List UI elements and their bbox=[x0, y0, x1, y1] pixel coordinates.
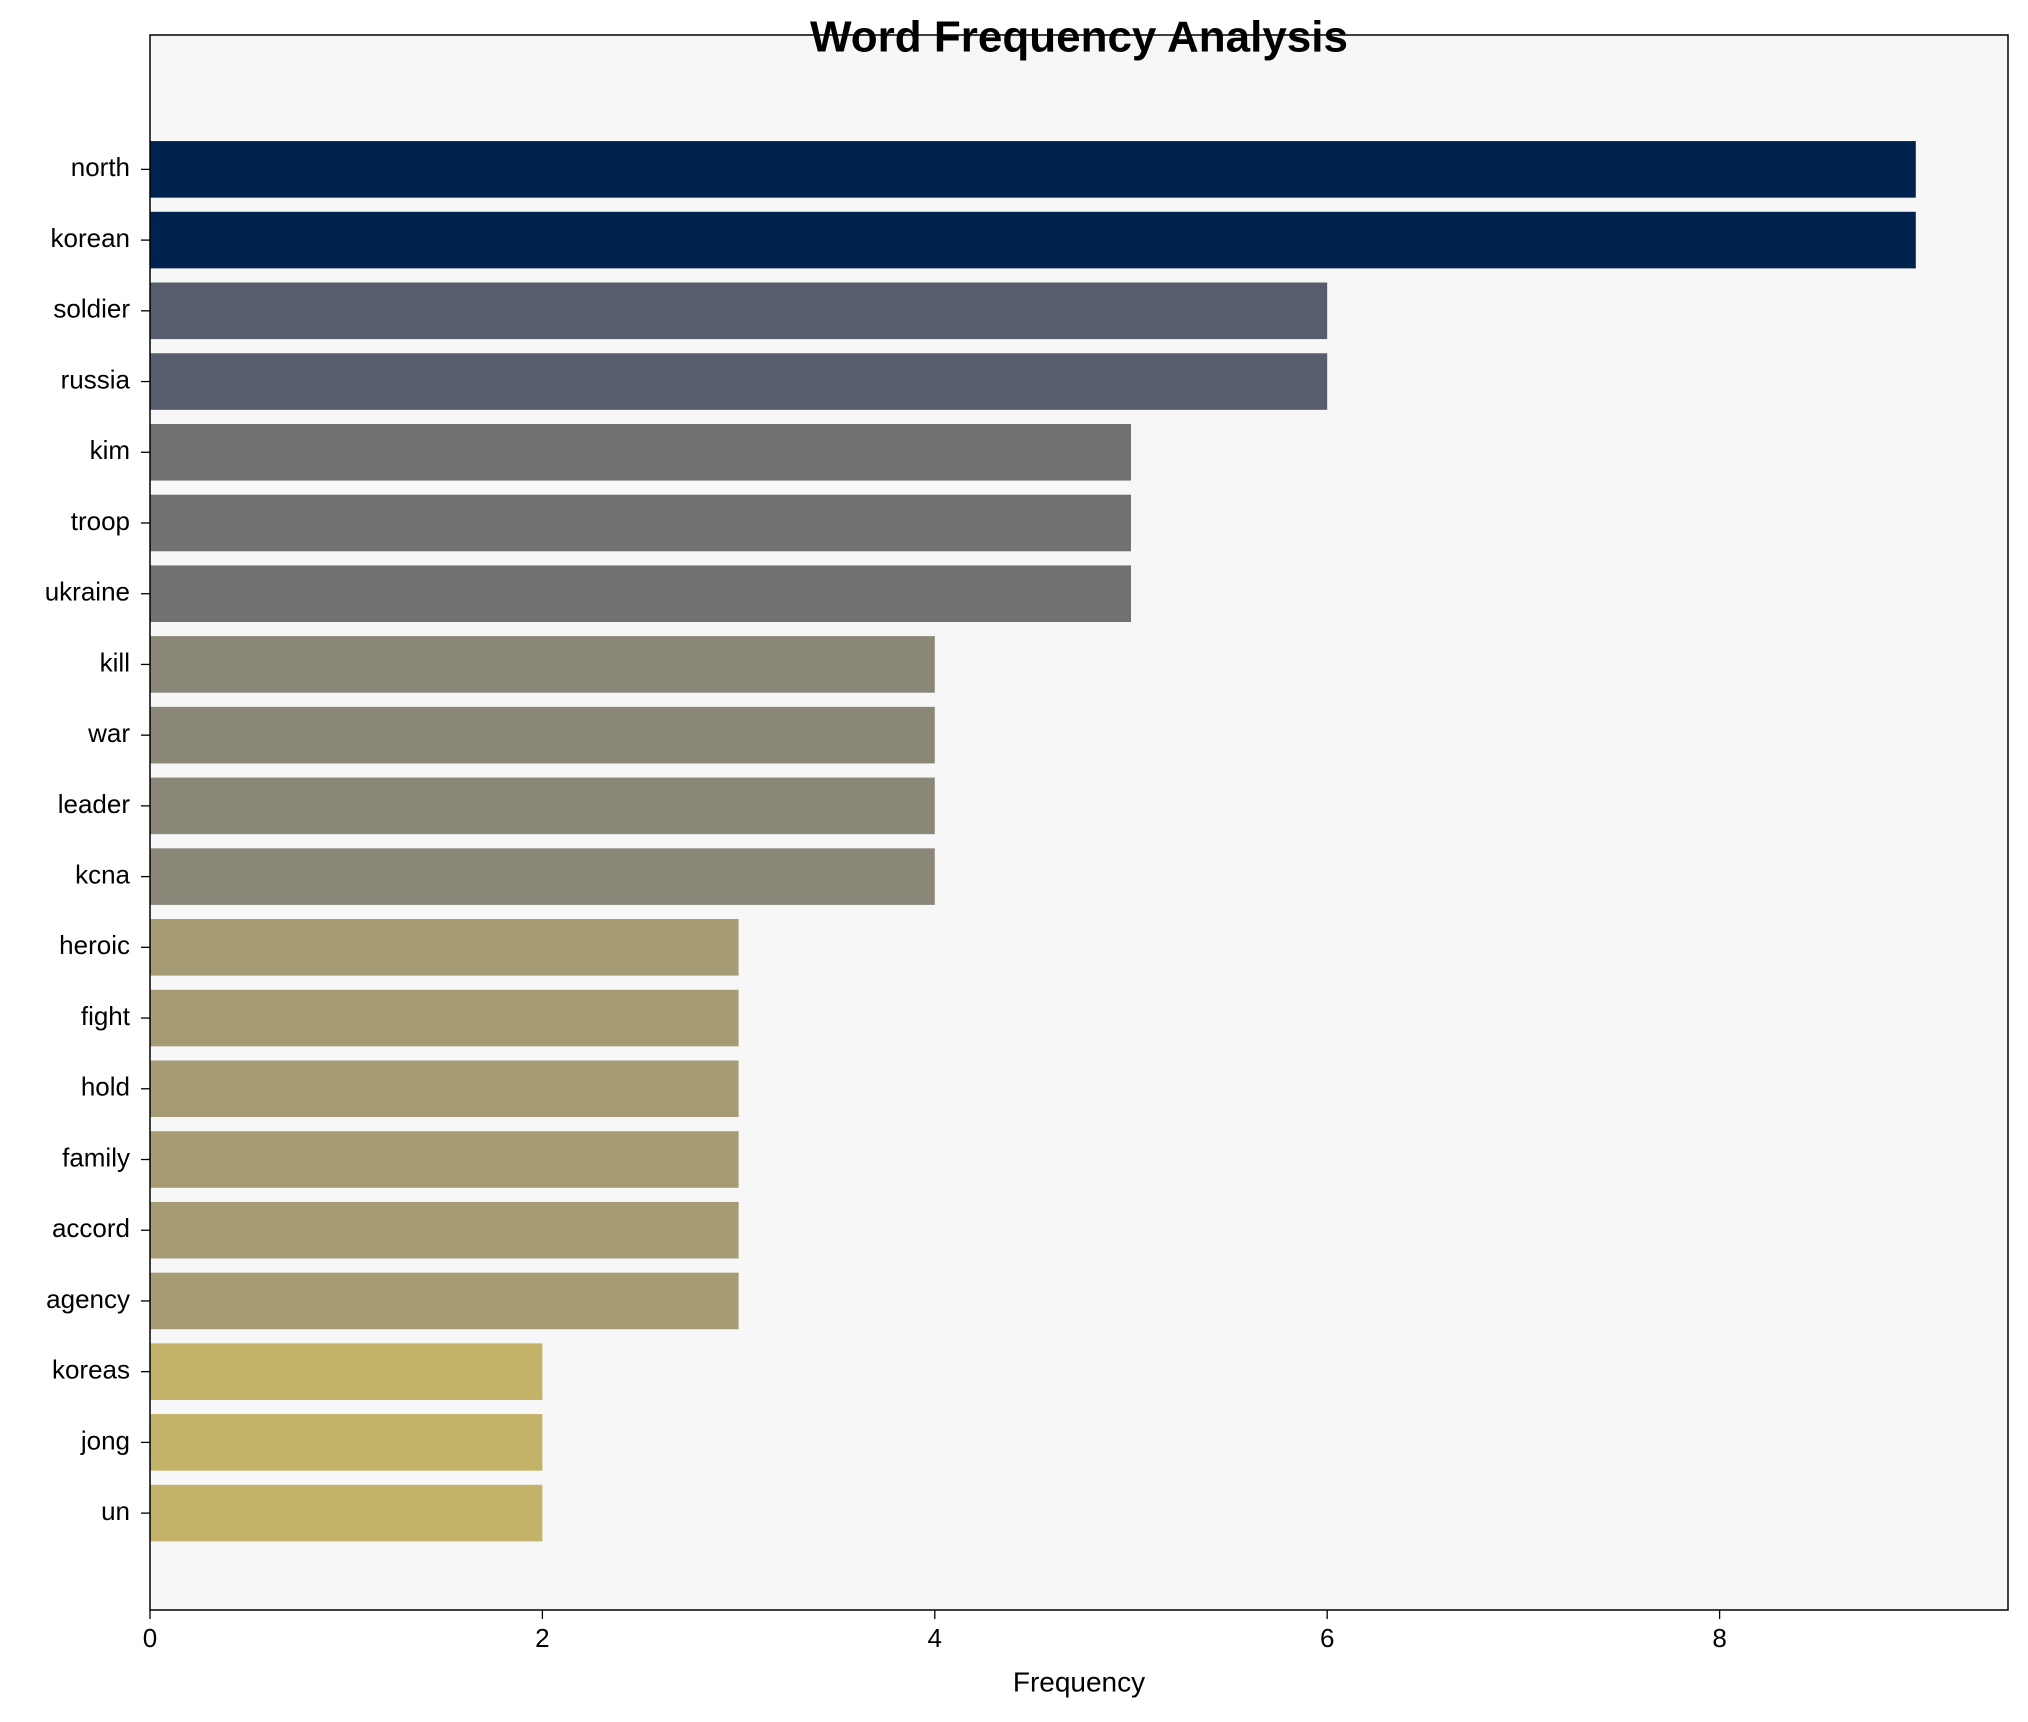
bar bbox=[150, 1060, 739, 1118]
bar bbox=[150, 1201, 739, 1259]
chart-title: Word Frequency Analysis bbox=[810, 13, 1348, 62]
x-axis-label: Frequency bbox=[1013, 1666, 1145, 1697]
x-tick-label: 8 bbox=[1712, 1623, 1726, 1653]
y-tick-label: hold bbox=[81, 1072, 130, 1102]
y-tick-label: kcna bbox=[75, 859, 130, 889]
y-tick-label: kim bbox=[90, 435, 130, 465]
bar bbox=[150, 636, 935, 693]
bar bbox=[150, 353, 1328, 410]
bar bbox=[150, 282, 1328, 340]
y-tick-label: kill bbox=[100, 647, 130, 677]
bar bbox=[150, 848, 935, 905]
bar bbox=[150, 423, 1131, 481]
y-tick-label: agency bbox=[46, 1284, 130, 1314]
x-tick-label: 6 bbox=[1320, 1623, 1334, 1653]
x-tick-label: 0 bbox=[143, 1623, 157, 1653]
y-tick-label: russia bbox=[61, 364, 131, 394]
x-tick-label: 4 bbox=[928, 1623, 942, 1653]
bar bbox=[150, 919, 739, 976]
y-tick-label: north bbox=[71, 152, 130, 182]
bar bbox=[150, 211, 1916, 269]
bar bbox=[150, 1131, 739, 1188]
y-tick-label: leader bbox=[58, 789, 131, 819]
bar bbox=[150, 1272, 739, 1330]
y-tick-label: jong bbox=[80, 1425, 130, 1455]
y-tick-label: un bbox=[101, 1496, 130, 1526]
bar bbox=[150, 1414, 543, 1471]
y-tick-label: heroic bbox=[59, 930, 130, 960]
bar bbox=[150, 494, 1131, 552]
bar bbox=[150, 706, 935, 764]
y-tick-label: ukraine bbox=[45, 577, 130, 607]
y-tick-label: family bbox=[62, 1142, 130, 1172]
y-tick-label: koreas bbox=[52, 1355, 130, 1385]
y-tick-label: accord bbox=[52, 1213, 130, 1243]
bar bbox=[150, 1343, 543, 1400]
y-tick-label: korean bbox=[51, 223, 131, 253]
bar bbox=[150, 777, 935, 835]
bar bbox=[150, 141, 1916, 198]
bar bbox=[150, 989, 739, 1047]
plot-frame bbox=[149, 34, 2009, 1611]
bar bbox=[150, 565, 1131, 623]
y-tick-label: troop bbox=[71, 506, 130, 536]
x-tick-label: 2 bbox=[535, 1623, 549, 1653]
y-tick-label: soldier bbox=[53, 294, 130, 324]
y-tick-label: war bbox=[87, 718, 130, 748]
y-tick-label: fight bbox=[81, 1001, 131, 1031]
bar bbox=[150, 1484, 543, 1542]
